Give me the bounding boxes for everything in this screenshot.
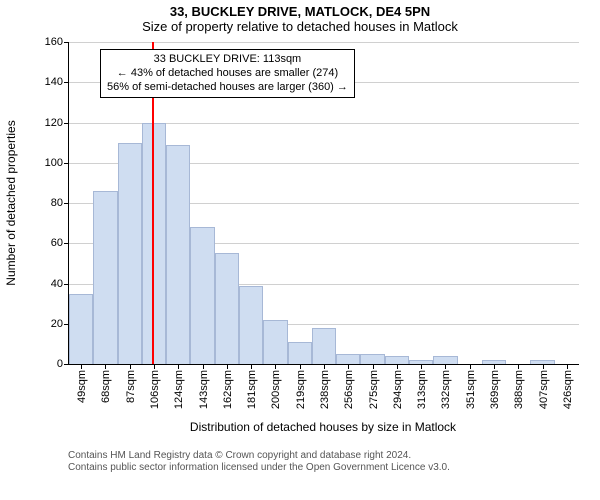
x-tick [154, 364, 155, 369]
x-tick [81, 364, 82, 369]
x-tick-label: 87sqm [123, 370, 137, 403]
x-tick-label: 256sqm [341, 370, 355, 409]
footnote-line-1: Contains HM Land Registry data © Crown c… [68, 450, 450, 462]
x-tick [567, 364, 568, 369]
x-tick-label: 294sqm [390, 370, 404, 409]
histogram-bar [312, 328, 336, 364]
x-tick-label: 426sqm [560, 370, 574, 409]
x-tick [373, 364, 374, 369]
x-tick-label: 351sqm [463, 370, 477, 409]
y-gridline [69, 42, 579, 43]
histogram-bar [239, 286, 263, 364]
x-tick [130, 364, 131, 369]
x-tick [445, 364, 446, 369]
x-tick [421, 364, 422, 369]
footnote-line-2: Contains public sector information licen… [68, 462, 450, 474]
x-tick-label: 369sqm [487, 370, 501, 409]
x-tick-label: 332sqm [438, 370, 452, 409]
x-tick-label: 181sqm [244, 370, 258, 409]
x-tick-label: 143sqm [196, 370, 210, 409]
x-tick [251, 364, 252, 369]
y-tick-label: 100 [45, 157, 69, 169]
y-tick-label: 60 [51, 237, 69, 249]
x-tick [543, 364, 544, 369]
histogram-bar [190, 227, 214, 364]
x-tick [470, 364, 471, 369]
y-tick-label: 0 [57, 358, 69, 370]
x-tick-label: 162sqm [220, 370, 234, 409]
y-axis-label: Number of detached properties [4, 120, 18, 285]
y-tick-label: 80 [51, 197, 69, 209]
x-tick-label: 200sqm [268, 370, 282, 409]
histogram-bar [263, 320, 287, 364]
annotation-box: 33 BUCKLEY DRIVE: 113sqm← 43% of detache… [100, 49, 355, 98]
x-tick [348, 364, 349, 369]
histogram-bar [336, 354, 360, 364]
x-tick [105, 364, 106, 369]
annotation-line: ← 43% of detached houses are smaller (27… [107, 67, 348, 81]
x-tick [324, 364, 325, 369]
x-tick [275, 364, 276, 369]
x-tick [397, 364, 398, 369]
y-tick-label: 20 [51, 318, 69, 330]
annotation-line: 33 BUCKLEY DRIVE: 113sqm [107, 53, 348, 67]
x-tick [518, 364, 519, 369]
x-axis-label: Distribution of detached houses by size … [68, 420, 578, 434]
histogram-bar [166, 145, 190, 364]
footnote: Contains HM Land Registry data © Crown c… [68, 450, 450, 474]
x-tick-label: 275sqm [366, 370, 380, 409]
x-tick [178, 364, 179, 369]
histogram-bar [69, 294, 93, 364]
x-tick-label: 238sqm [317, 370, 331, 409]
x-tick [494, 364, 495, 369]
histogram-bar [288, 342, 312, 364]
x-tick-label: 388sqm [511, 370, 525, 409]
page-subtitle: Size of property relative to detached ho… [0, 19, 600, 34]
x-tick-label: 407sqm [536, 370, 550, 409]
y-tick-label: 160 [45, 36, 69, 48]
x-tick [300, 364, 301, 369]
histogram-bar [385, 356, 409, 364]
histogram-bar [433, 356, 457, 364]
x-tick-label: 106sqm [147, 370, 161, 409]
x-tick-label: 313sqm [414, 370, 428, 409]
x-tick-label: 124sqm [171, 370, 185, 409]
histogram-bar [118, 143, 142, 364]
x-tick-label: 68sqm [98, 370, 112, 403]
histogram-bar [360, 354, 384, 364]
y-tick-label: 140 [45, 76, 69, 88]
histogram-bar [215, 253, 239, 364]
annotation-line: 56% of semi-detached houses are larger (… [107, 81, 348, 95]
y-tick-label: 120 [45, 117, 69, 129]
x-tick-label: 219sqm [293, 370, 307, 409]
y-tick-label: 40 [51, 278, 69, 290]
x-tick-label: 49sqm [74, 370, 88, 403]
page-title: 33, BUCKLEY DRIVE, MATLOCK, DE4 5PN [0, 0, 600, 19]
histogram-bar [93, 191, 117, 364]
x-tick [203, 364, 204, 369]
x-tick [227, 364, 228, 369]
